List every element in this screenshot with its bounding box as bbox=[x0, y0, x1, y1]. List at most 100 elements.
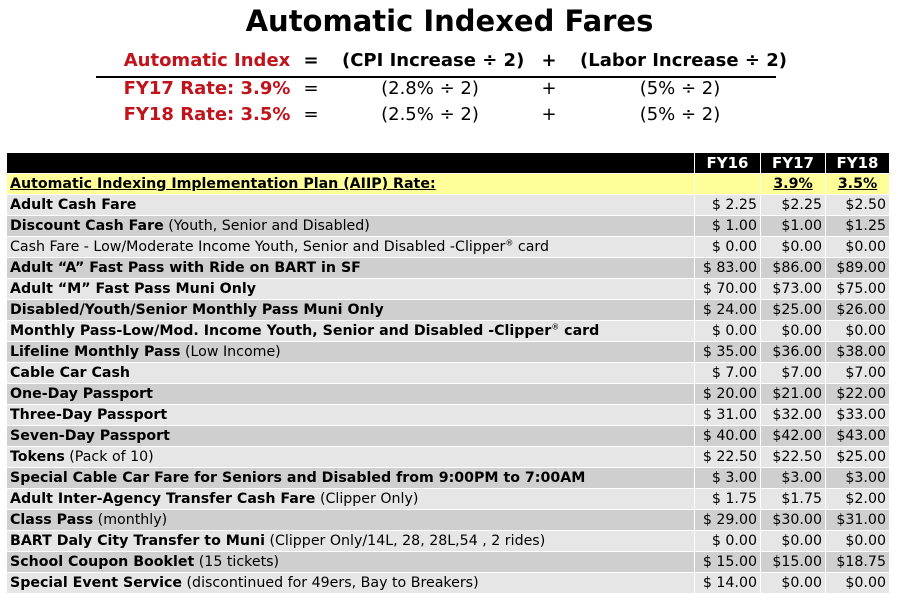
fare-note: (Pack of 10) bbox=[64, 449, 154, 465]
fare-name: Adult “A” Fast Pass with Ride on BART in… bbox=[10, 260, 361, 276]
fares-table: FY16 FY17 FY18 Automatic Indexing Implem… bbox=[6, 152, 890, 594]
formula-label: FY17 Rate: 3.9% bbox=[123, 78, 291, 99]
formula-row-fy18: FY18 Rate: 3.5% = (2.5% ÷ 2) + (5% ÷ 2) bbox=[0, 104, 899, 129]
fare-value-fy18: $33.00 bbox=[825, 404, 890, 426]
fare-value-fy16: $ 7.00 bbox=[694, 362, 761, 384]
table-row: Adult “A” Fast Pass with Ride on BART in… bbox=[6, 257, 890, 279]
fare-value-fy17: $36.00 bbox=[760, 341, 826, 363]
table-header-row: FY16 FY17 FY18 bbox=[6, 152, 890, 174]
formula-cpi: (2.8% ÷ 2) bbox=[381, 78, 479, 99]
fare-value-fy18: $7.00 bbox=[825, 362, 890, 384]
fare-value-fy16: $ 35.00 bbox=[694, 341, 761, 363]
fare-name: School Coupon Booklet bbox=[10, 554, 195, 570]
formula-plus: + bbox=[541, 50, 557, 71]
fare-value-fy16: $ 3.00 bbox=[694, 467, 761, 489]
table-row: Monthly Pass-Low/Mod. Income Youth, Seni… bbox=[6, 320, 890, 342]
table-row: One-Day Passport $ 20.00 $21.00 $22.00 bbox=[6, 383, 890, 405]
fare-value-fy18: $26.00 bbox=[825, 299, 890, 321]
formula-row-fy17: FY17 Rate: 3.9% = (2.8% ÷ 2) + (5% ÷ 2) bbox=[0, 78, 899, 103]
registered-mark: ® bbox=[551, 322, 560, 332]
formula-underline bbox=[96, 76, 776, 78]
fare-name: Discount Cash Fare bbox=[10, 218, 164, 234]
table-row: Cash Fare - Low/Moderate Income Youth, S… bbox=[6, 236, 890, 258]
fare-value-fy16: $ 70.00 bbox=[694, 278, 761, 300]
table-row: Lifeline Monthly Pass (Low Income) $ 35.0… bbox=[6, 341, 890, 363]
fare-value-fy16: $ 31.00 bbox=[694, 404, 761, 426]
table-row: Three-Day Passport $ 31.00 $32.00 $33.00 bbox=[6, 404, 890, 426]
fare-name-cell: Adult Cash Fare bbox=[6, 194, 695, 216]
fare-name-cell: Special Cable Car Fare for Seniors and D… bbox=[6, 467, 695, 489]
aiip-fy17: 3.9% bbox=[760, 173, 826, 195]
fare-name-cell: One-Day Passport bbox=[6, 383, 695, 405]
fare-value-fy18: $0.00 bbox=[825, 530, 890, 552]
fare-value-fy17: $1.00 bbox=[760, 215, 826, 237]
fare-name-cell: Seven-Day Passport bbox=[6, 425, 695, 447]
fare-note: (15 tickets) bbox=[194, 554, 280, 570]
formula-label: FY18 Rate: 3.5% bbox=[123, 104, 291, 125]
fare-value-fy18: $25.00 bbox=[825, 446, 890, 468]
fare-name: Seven-Day Passport bbox=[10, 428, 170, 444]
formula-plus: + bbox=[541, 78, 557, 99]
fare-note: (Youth, Senior and Disabled) bbox=[163, 218, 370, 234]
fare-name-suffix: card bbox=[513, 239, 549, 255]
formula-cpi: (2.5% ÷ 2) bbox=[381, 104, 479, 125]
fare-name: Three-Day Passport bbox=[10, 407, 168, 423]
fare-value-fy16: $ 22.50 bbox=[694, 446, 761, 468]
formula-block: Automatic Index = (CPI Increase ÷ 2) + (… bbox=[0, 50, 899, 130]
fare-name-cell: Discount Cash Fare (Youth, Senior and Di… bbox=[6, 215, 695, 237]
fare-value-fy17: $42.00 bbox=[760, 425, 826, 447]
fare-value-fy17: $0.00 bbox=[760, 572, 826, 594]
header-blank bbox=[6, 152, 695, 174]
fare-value-fy16: $ 0.00 bbox=[694, 530, 761, 552]
fare-name-cell: Lifeline Monthly Pass (Low Income) bbox=[6, 341, 695, 363]
fare-name: Disabled/Youth/Senior Monthly Pass Muni … bbox=[10, 302, 384, 318]
fare-value-fy16: $ 1.75 bbox=[694, 488, 761, 510]
fare-value-fy17: $15.00 bbox=[760, 551, 826, 573]
fare-value-fy16: $ 15.00 bbox=[694, 551, 761, 573]
aiip-fy18: 3.5% bbox=[825, 173, 890, 195]
fare-value-fy17: $73.00 bbox=[760, 278, 826, 300]
fare-value-fy17: $25.00 bbox=[760, 299, 826, 321]
fare-value-fy17: $21.00 bbox=[760, 383, 826, 405]
fare-value-fy18: $43.00 bbox=[825, 425, 890, 447]
fare-note: (Clipper Only) bbox=[315, 491, 419, 507]
fare-name-cell: Special Event Service (discontinued for … bbox=[6, 572, 695, 594]
fare-note: (Low Income) bbox=[180, 344, 281, 360]
fare-value-fy18: $89.00 bbox=[825, 257, 890, 279]
column-header-fy16: FY16 bbox=[694, 152, 761, 174]
formula-labor: (5% ÷ 2) bbox=[639, 78, 721, 99]
fare-note: (monthly) bbox=[93, 512, 168, 528]
table-row: Adult Inter-Agency Transfer Cash Fare (C… bbox=[6, 488, 890, 510]
formula-labor: (Labor Increase ÷ 2) bbox=[580, 50, 787, 71]
formula-equals: = bbox=[303, 50, 319, 71]
table-row: Adult Cash Fare $ 2.25 $2.25 $2.50 bbox=[6, 194, 890, 216]
fare-value-fy18: $2.00 bbox=[825, 488, 890, 510]
fare-value-fy16: $ 29.00 bbox=[694, 509, 761, 531]
fare-name-cell: Cash Fare - Low/Moderate Income Youth, S… bbox=[6, 236, 695, 258]
fare-name-cell: Cable Car Cash bbox=[6, 362, 695, 384]
fare-value-fy17: $0.00 bbox=[760, 530, 826, 552]
aiip-fy16 bbox=[694, 173, 761, 195]
fare-value-fy16: $ 40.00 bbox=[694, 425, 761, 447]
fare-name-cell: Adult “M” Fast Pass Muni Only bbox=[6, 278, 695, 300]
fare-name-cell: Adult “A” Fast Pass with Ride on BART in… bbox=[6, 257, 695, 279]
formula-cpi: (CPI Increase ÷ 2) bbox=[342, 50, 525, 71]
fare-name: Cash Fare - Low/Moderate Income Youth, S… bbox=[10, 239, 506, 255]
fare-value-fy18: $0.00 bbox=[825, 572, 890, 594]
fare-note: (Clipper Only/14L, 28, 28L,54 , 2 rides) bbox=[264, 533, 546, 549]
formula-equals: = bbox=[303, 78, 319, 99]
formula-labor: (5% ÷ 2) bbox=[639, 104, 721, 125]
fare-name: Special Event Service bbox=[10, 575, 183, 591]
formula-label: Automatic Index bbox=[123, 50, 291, 71]
table-row: Tokens (Pack of 10) $ 22.50 $22.50 $25.00 bbox=[6, 446, 890, 468]
formula-equals: = bbox=[303, 104, 319, 125]
fare-name-cell: Disabled/Youth/Senior Monthly Pass Muni … bbox=[6, 299, 695, 321]
table-row: Cable Car Cash $ 7.00 $7.00 $7.00 bbox=[6, 362, 890, 384]
fare-name-cell: Three-Day Passport bbox=[6, 404, 695, 426]
fare-name-cell: School Coupon Booklet (15 tickets) bbox=[6, 551, 695, 573]
fare-value-fy17: $32.00 bbox=[760, 404, 826, 426]
fare-value-fy18: $0.00 bbox=[825, 236, 890, 258]
aiip-rate-row: Automatic Indexing Implementation Plan (… bbox=[6, 173, 890, 195]
fare-value-fy17: $86.00 bbox=[760, 257, 826, 279]
fare-name: BART Daly City Transfer to Muni bbox=[10, 533, 265, 549]
